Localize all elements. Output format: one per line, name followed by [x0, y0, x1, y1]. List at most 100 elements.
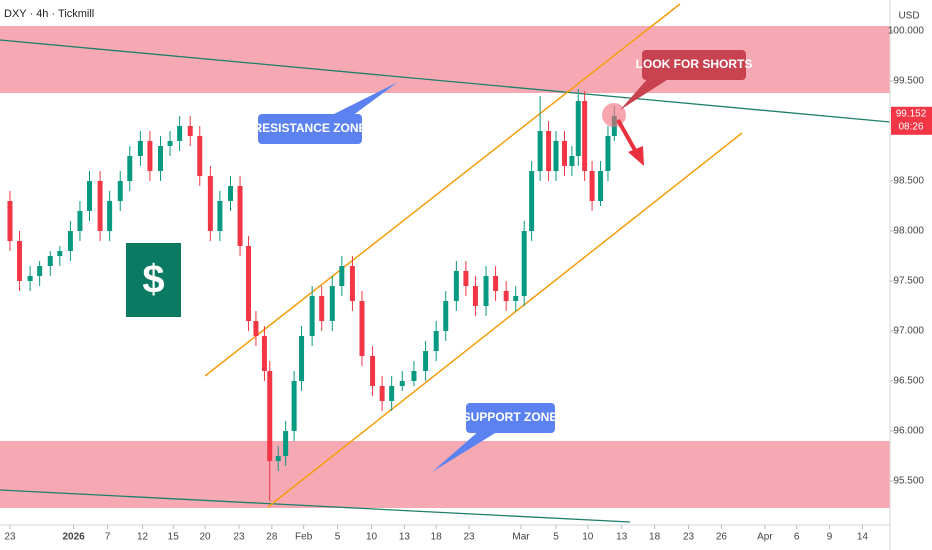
candle-body	[453, 271, 459, 301]
callout	[642, 50, 746, 80]
candle-body	[267, 371, 273, 461]
candle-body	[529, 171, 535, 231]
candle-body	[370, 356, 376, 386]
y-tick-label: 96.500	[893, 376, 924, 387]
candle-body	[553, 141, 559, 171]
candle-body	[291, 381, 297, 431]
x-tick-label: 23	[464, 532, 476, 543]
candle-body	[86, 181, 92, 211]
candle-body	[37, 266, 43, 276]
candle-body	[299, 336, 305, 381]
candle-body	[359, 301, 365, 356]
candle-body	[443, 301, 449, 331]
icon	[126, 243, 181, 317]
x-tick-label: 23	[4, 532, 16, 543]
x-tick-label: Apr	[757, 532, 773, 543]
x-tick-label: 28	[266, 532, 278, 543]
y-tick-label: 99.500	[893, 76, 924, 87]
candle-body	[217, 201, 223, 231]
candle-body	[228, 186, 234, 201]
candle-body	[598, 171, 604, 201]
x-tick-label: 12	[137, 532, 149, 543]
countdown: 08:26	[898, 121, 923, 132]
candle-body	[561, 141, 567, 166]
candle-body	[246, 246, 252, 321]
callout	[258, 114, 362, 144]
candle-body	[433, 331, 439, 351]
candle-body	[167, 141, 173, 146]
candle-body	[17, 241, 23, 281]
x-tick-label: 14	[857, 532, 869, 543]
candle-body	[411, 371, 417, 381]
x-tick-label: 6	[794, 532, 800, 543]
candle-body	[605, 136, 611, 171]
candle-body	[275, 456, 281, 461]
currency: USD	[898, 11, 919, 22]
candle-body	[379, 386, 385, 401]
y-tick-label: 98.500	[893, 176, 924, 187]
candle-body	[147, 141, 153, 171]
x-tick-label: 9	[827, 532, 833, 543]
candle-body	[47, 256, 53, 266]
x-tick-label: 13	[399, 532, 411, 543]
y-tick-label: 97.000	[893, 326, 924, 337]
callout-tail	[620, 76, 670, 110]
arrow	[616, 119, 638, 153]
annotation: SUPPORT ZONE	[463, 410, 558, 424]
highlight	[602, 103, 626, 127]
x-tick-label: 23	[233, 532, 245, 543]
candle-body	[493, 276, 499, 291]
y-tick-label: 98.000	[893, 226, 924, 237]
x-tick-label: 10	[582, 532, 594, 543]
candle-body	[7, 201, 13, 241]
x-tick-label: 10	[366, 532, 378, 543]
candle-body	[472, 286, 478, 306]
trend-line	[0, 489, 631, 523]
candle-body	[389, 386, 395, 401]
y-tick-label: 95.500	[893, 476, 924, 487]
x-tick-label: 7	[105, 532, 111, 543]
x-tick-label: 5	[553, 532, 559, 543]
x-tick-label: Feb	[295, 532, 313, 543]
candle-body	[237, 186, 243, 246]
callout-tail	[432, 430, 500, 472]
candle-body	[349, 266, 355, 301]
candle-body	[127, 156, 133, 181]
candle-body	[589, 171, 595, 201]
candle-body	[137, 141, 143, 156]
candle-body	[97, 181, 103, 231]
candle-body	[107, 201, 113, 231]
trend-line	[0, 39, 891, 123]
candle-body	[423, 351, 429, 371]
candle-body	[117, 181, 123, 201]
candle-body	[158, 146, 164, 171]
candle-body	[339, 266, 345, 286]
candle-body	[503, 291, 509, 301]
candle-body	[57, 251, 63, 256]
y-tick-label: 96.000	[893, 426, 924, 437]
annotation: LOOK FOR SHORTS	[636, 57, 753, 71]
candle-body	[253, 321, 259, 336]
candle-body	[513, 296, 519, 301]
support-zone	[0, 441, 890, 508]
y-tick-label: 100.000	[888, 26, 925, 37]
x-tick-label: 15	[168, 532, 180, 543]
annotation: RESISTANCE ZONE	[253, 121, 366, 135]
x-tick-label: 13	[616, 532, 628, 543]
candle-body	[187, 126, 193, 136]
candle-body	[177, 126, 183, 141]
y-tick-label: 97.500	[893, 276, 924, 287]
candle-body	[197, 136, 203, 176]
candle-body	[261, 336, 267, 371]
x-tick-label: 2026	[62, 532, 85, 543]
channel-line	[267, 132, 743, 508]
x-tick-label: 23	[683, 532, 695, 543]
candle-body	[67, 231, 73, 251]
callout-tail	[330, 82, 398, 116]
candle-body	[319, 296, 325, 321]
arrow-head	[628, 146, 644, 166]
x-tick-label: 18	[649, 532, 661, 543]
x-tick-label: 18	[431, 532, 443, 543]
candle-body	[309, 296, 315, 336]
